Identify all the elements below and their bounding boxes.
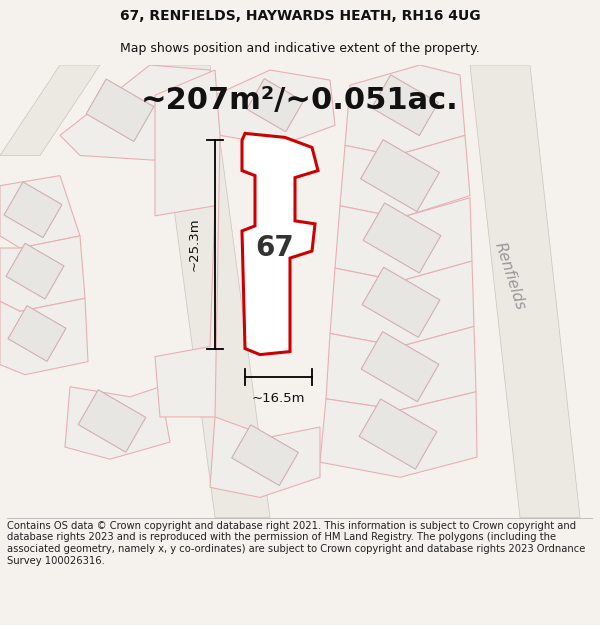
Polygon shape: [470, 65, 580, 518]
Text: 67, RENFIELDS, HAYWARDS HEATH, RH16 4UG: 67, RENFIELDS, HAYWARDS HEATH, RH16 4UG: [119, 9, 481, 23]
Text: Contains OS data © Crown copyright and database right 2021. This information is : Contains OS data © Crown copyright and d…: [7, 521, 586, 566]
Polygon shape: [247, 79, 303, 132]
Text: Map shows position and indicative extent of the property.: Map shows position and indicative extent…: [120, 42, 480, 55]
Polygon shape: [0, 65, 100, 156]
Polygon shape: [232, 425, 298, 486]
Polygon shape: [155, 70, 220, 417]
Polygon shape: [320, 392, 477, 478]
Text: ~25.3m: ~25.3m: [188, 217, 201, 271]
Polygon shape: [78, 390, 146, 452]
Text: Renfields: Renfields: [492, 241, 528, 312]
Polygon shape: [6, 243, 64, 299]
Polygon shape: [345, 65, 465, 156]
Polygon shape: [4, 182, 62, 238]
Polygon shape: [362, 268, 440, 338]
Text: ~207m²/~0.051ac.: ~207m²/~0.051ac.: [141, 86, 459, 115]
Polygon shape: [8, 306, 66, 361]
Polygon shape: [210, 417, 320, 498]
Polygon shape: [326, 326, 476, 410]
Polygon shape: [0, 236, 85, 311]
Polygon shape: [242, 133, 318, 354]
Polygon shape: [361, 332, 439, 402]
Polygon shape: [361, 139, 439, 211]
Polygon shape: [359, 399, 437, 469]
Polygon shape: [60, 65, 215, 161]
Polygon shape: [0, 298, 88, 375]
Polygon shape: [215, 70, 335, 146]
Polygon shape: [363, 203, 441, 273]
Polygon shape: [86, 79, 154, 141]
Polygon shape: [340, 136, 470, 218]
Polygon shape: [371, 75, 439, 136]
Polygon shape: [335, 198, 472, 281]
Text: ~16.5m: ~16.5m: [252, 392, 305, 405]
Polygon shape: [0, 176, 80, 248]
Polygon shape: [330, 261, 474, 346]
Text: 67: 67: [256, 234, 295, 262]
Polygon shape: [65, 387, 170, 459]
Polygon shape: [155, 65, 270, 518]
